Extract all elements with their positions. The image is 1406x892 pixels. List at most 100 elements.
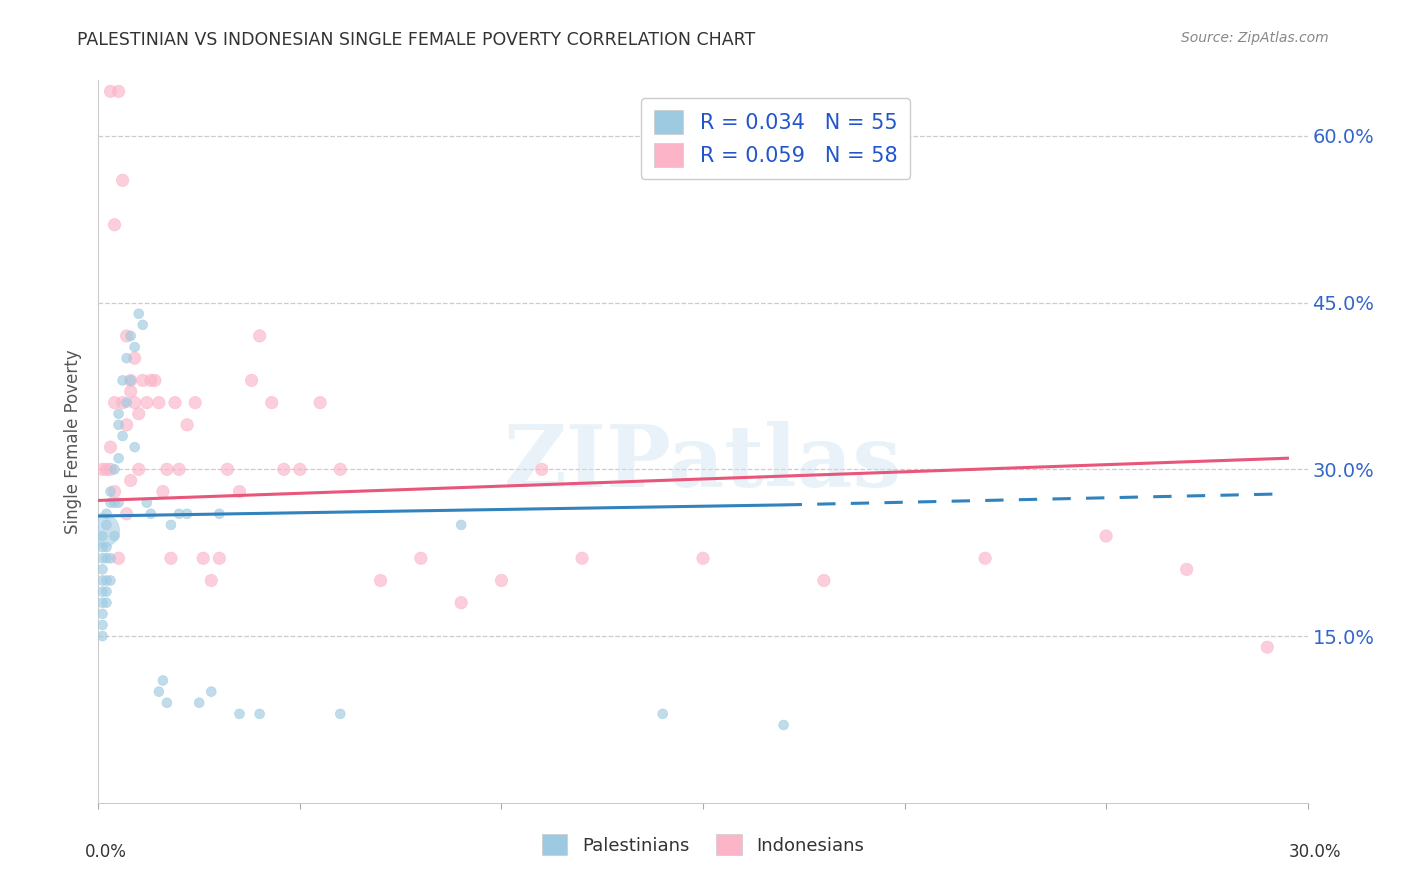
Point (329, 706, 352, 721)
Point (91, 607, 114, 621)
Point (135, 496, 157, 510)
Point (571, 551, 593, 566)
Point (91, 551, 114, 566)
Point (107, 84, 129, 98)
Point (148, 684, 170, 698)
Point (115, 329, 138, 343)
Point (132, 373, 155, 387)
Point (974, 551, 997, 566)
Point (530, 462, 553, 476)
Point (107, 407, 129, 421)
Point (111, 373, 134, 387)
Point (91, 584, 114, 599)
Point (115, 507, 138, 521)
Point (156, 462, 179, 476)
Point (100, 484, 122, 499)
Point (115, 417, 138, 432)
Point (132, 318, 155, 332)
Point (160, 517, 183, 532)
Point (115, 395, 138, 409)
Point (329, 462, 352, 476)
Point (124, 440, 146, 454)
Point (450, 517, 472, 532)
Point (103, 496, 125, 510)
Point (309, 395, 332, 409)
Point (91, 629, 114, 643)
Point (111, 429, 134, 443)
Point (128, 307, 150, 321)
Point (200, 684, 222, 698)
Point (107, 451, 129, 466)
Point (107, 496, 129, 510)
Point (91, 562, 114, 576)
Point (103, 484, 125, 499)
Point (167, 462, 190, 476)
Text: Source: ZipAtlas.com: Source: ZipAtlas.com (1181, 31, 1329, 45)
Point (249, 329, 271, 343)
Point (120, 384, 142, 399)
Point (491, 574, 513, 588)
Point (96, 507, 118, 521)
Point (103, 395, 125, 409)
Point (139, 507, 162, 521)
Point (100, 462, 122, 476)
Point (156, 696, 179, 710)
Text: 0.0%: 0.0% (84, 843, 127, 861)
Point (184, 395, 207, 409)
Point (1095, 529, 1118, 543)
Point (288, 462, 311, 476)
Point (1256, 640, 1278, 655)
Point (111, 395, 134, 409)
Text: ZIPatlas: ZIPatlas (503, 421, 903, 505)
Point (91, 618, 114, 632)
Point (107, 417, 129, 432)
Point (692, 551, 714, 566)
Point (450, 596, 472, 610)
Point (91, 462, 114, 476)
Point (240, 373, 263, 387)
Point (152, 484, 174, 499)
Point (813, 574, 835, 588)
Point (111, 173, 134, 187)
Point (96, 517, 118, 532)
Point (772, 718, 794, 732)
Point (188, 696, 211, 710)
Point (100, 551, 122, 566)
Point (148, 395, 170, 409)
Point (120, 373, 142, 387)
Point (96, 540, 118, 554)
Point (228, 706, 250, 721)
Point (96, 551, 118, 566)
Point (96, 462, 118, 476)
Text: 30.0%: 30.0% (1288, 843, 1341, 861)
Point (176, 507, 198, 521)
Point (651, 706, 673, 721)
Point (193, 551, 215, 566)
Point (217, 462, 239, 476)
Point (228, 484, 250, 499)
Y-axis label: Single Female Poverty: Single Female Poverty (65, 350, 83, 533)
Point (260, 395, 283, 409)
Point (96, 596, 118, 610)
Point (128, 407, 150, 421)
Point (91, 596, 114, 610)
Point (91, 529, 114, 543)
Point (103, 529, 125, 543)
Point (107, 551, 129, 566)
Point (167, 507, 190, 521)
Point (128, 462, 150, 476)
Point (120, 329, 142, 343)
Legend: Palestinians, Indonesians: Palestinians, Indonesians (534, 827, 872, 863)
Point (208, 551, 231, 566)
Point (176, 417, 198, 432)
Point (208, 507, 231, 521)
Point (115, 351, 138, 366)
Point (96, 574, 118, 588)
Point (409, 551, 432, 566)
Point (120, 474, 142, 488)
Point (91, 574, 114, 588)
Point (370, 574, 392, 588)
Point (249, 706, 271, 721)
Point (124, 395, 146, 409)
Point (135, 395, 157, 409)
